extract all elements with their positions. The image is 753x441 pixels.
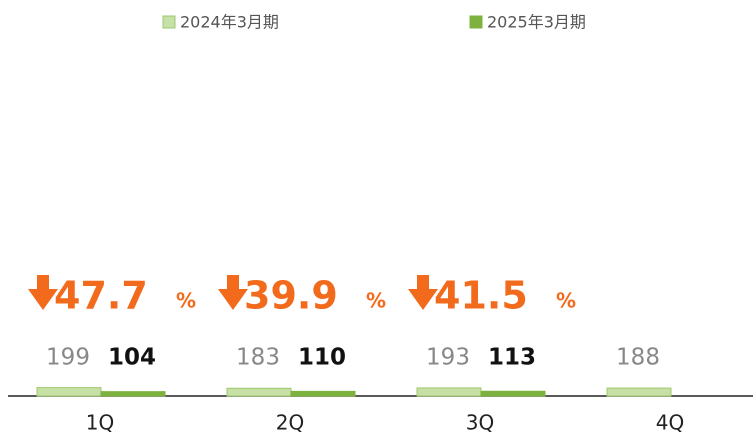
bar <box>480 390 546 397</box>
x-tick-label: 2Q <box>276 411 304 435</box>
annotation-value: 39.9 <box>244 274 338 318</box>
annotation-value: 47.7 <box>54 274 148 318</box>
down-arrow <box>28 275 58 310</box>
bar <box>226 387 292 397</box>
legend-swatch <box>162 15 176 29</box>
x-tick-label: 4Q <box>656 411 684 435</box>
legend-swatch <box>469 15 483 29</box>
value-label: 113 <box>488 345 536 371</box>
value-label: 110 <box>298 345 346 371</box>
value-label: 188 <box>616 345 660 371</box>
value-label: 104 <box>108 345 156 371</box>
annotation-unit: % <box>366 289 386 313</box>
bar <box>290 390 356 397</box>
value-label: 193 <box>426 345 470 371</box>
down-arrow <box>408 275 438 310</box>
bar <box>416 387 482 397</box>
bar <box>100 391 166 397</box>
x-tick-label: 3Q <box>466 411 494 435</box>
value-label: 199 <box>46 345 90 371</box>
annotation-unit: % <box>556 289 576 313</box>
annotation-unit: % <box>176 289 196 313</box>
bar <box>606 387 672 397</box>
annotation-value: 41.5 <box>434 274 528 318</box>
legend-label: 2025年3月期 <box>487 13 586 32</box>
value-label: 183 <box>236 345 280 371</box>
x-tick-label: 1Q <box>86 411 114 435</box>
down-arrow <box>218 275 248 310</box>
legend-label: 2024年3月期 <box>180 13 279 32</box>
bar <box>36 387 102 397</box>
